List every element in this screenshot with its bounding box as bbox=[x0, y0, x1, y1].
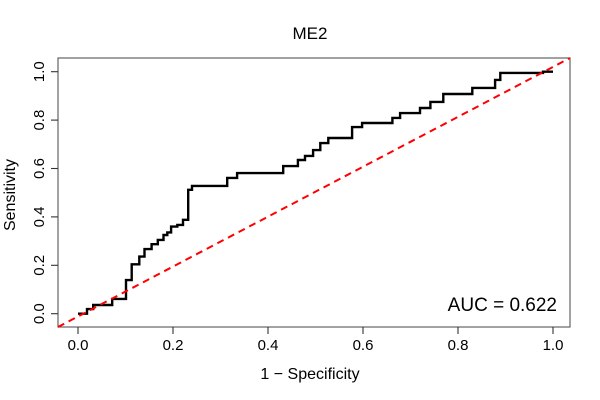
auc-annotation: AUC = 0.622 bbox=[448, 295, 557, 316]
x-tick-label: 0.4 bbox=[258, 337, 279, 354]
chart-title: ME2 bbox=[293, 24, 328, 43]
x-tick-label: 0.6 bbox=[353, 337, 374, 354]
x-axis-label: 1 − Specificity bbox=[260, 366, 359, 383]
y-tick-label: 0.6 bbox=[31, 158, 48, 179]
y-axis-label: Sensitivity bbox=[2, 159, 19, 231]
x-tick-label: 0.0 bbox=[68, 337, 89, 354]
y-axis-ticks: 0.0 0.2 0.4 0.6 0.8 1.0 bbox=[31, 61, 58, 324]
y-tick-label: 0.0 bbox=[31, 303, 48, 324]
x-tick-label: 0.8 bbox=[448, 337, 469, 354]
plot-box bbox=[57, 57, 571, 328]
y-tick-label: 1.0 bbox=[31, 61, 48, 82]
roc-curve bbox=[78, 70, 553, 315]
x-tick-label: 0.2 bbox=[163, 337, 184, 354]
x-axis-ticks: 0.0 0.2 0.4 0.6 0.8 1.0 bbox=[68, 327, 564, 354]
series-layer bbox=[57, 57, 571, 328]
x-tick-label: 1.0 bbox=[543, 337, 564, 354]
chance-diagonal bbox=[57, 57, 571, 328]
y-tick-label: 0.8 bbox=[31, 110, 48, 131]
y-tick-label: 0.4 bbox=[31, 206, 48, 227]
y-tick-label: 0.2 bbox=[31, 255, 48, 276]
